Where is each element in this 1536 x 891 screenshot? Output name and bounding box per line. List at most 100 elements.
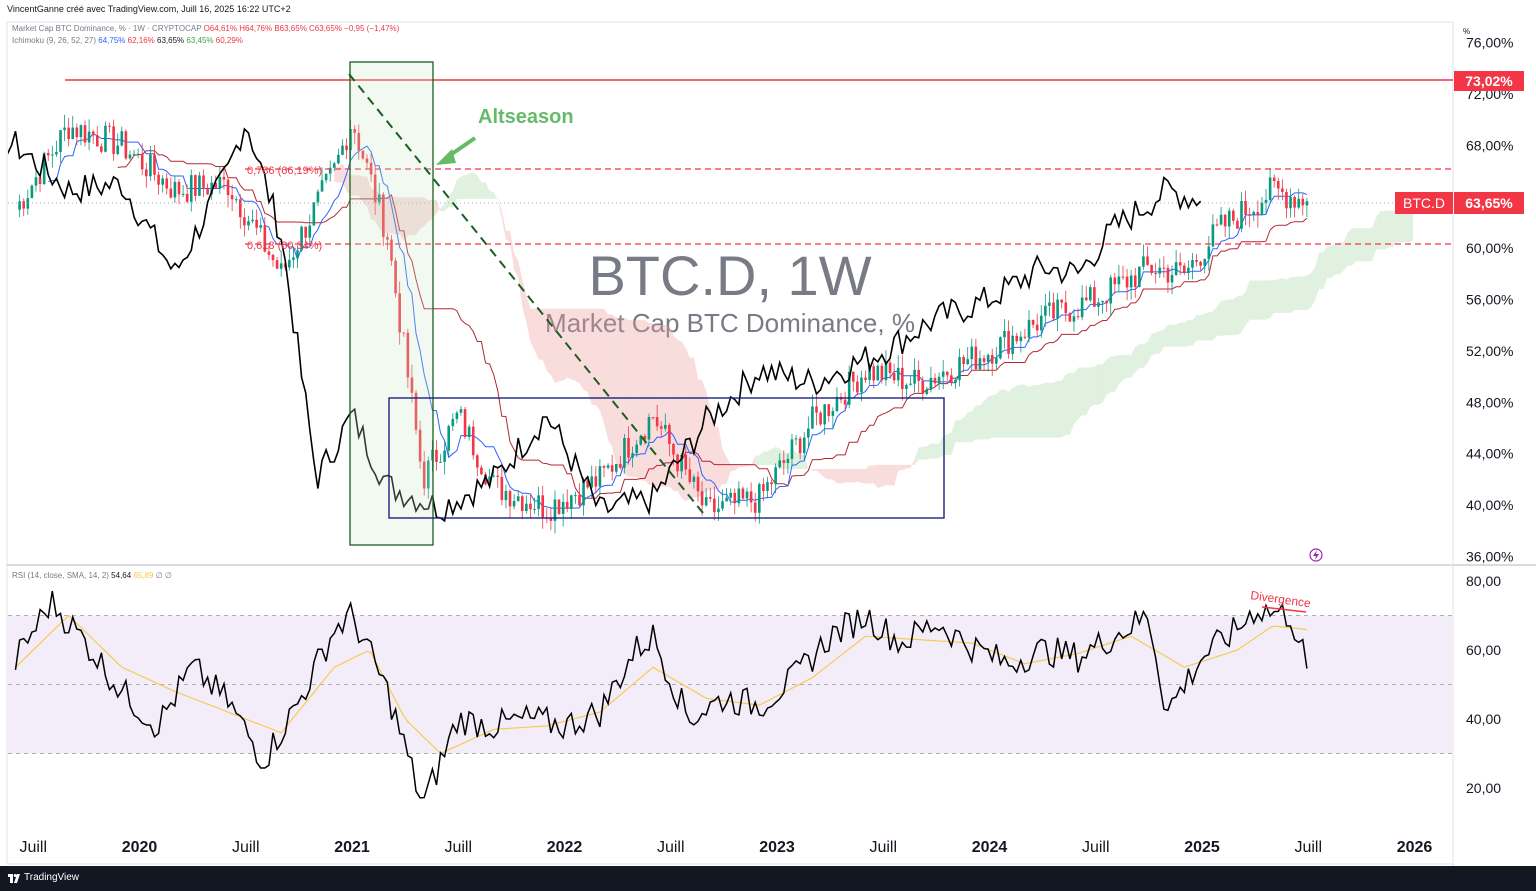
candle-body xyxy=(925,389,929,394)
ichimoku-cloud-segment xyxy=(967,411,972,443)
ichimoku-cloud-segment xyxy=(510,230,515,270)
candle-body xyxy=(1162,267,1166,269)
rsi-legend[interactable]: RSI (14, close, SMA, 14, 2) 54,64 65,89 … xyxy=(12,571,172,580)
ichimoku-cloud-segment xyxy=(420,197,425,229)
ichimoku-cloud-segment xyxy=(873,464,878,488)
altseason-arrow-head xyxy=(436,149,456,165)
ichimoku-cloud-segment xyxy=(898,464,903,471)
candle-body xyxy=(288,259,291,268)
candle-body xyxy=(688,469,692,482)
ichimoku-cloud-segment xyxy=(616,317,621,470)
candle-body xyxy=(95,135,99,147)
candle-body xyxy=(471,426,475,456)
ichimoku-cloud-segment xyxy=(922,446,927,460)
candle-body xyxy=(132,154,136,156)
ichimoku-cloud-segment xyxy=(1266,280,1271,320)
candle-body xyxy=(447,426,451,451)
candle-body xyxy=(46,152,50,156)
candle-body xyxy=(1101,300,1104,303)
ichimoku-cloud-segment xyxy=(591,308,596,406)
candle-body xyxy=(1003,331,1006,338)
ichimoku-cloud-segment xyxy=(653,323,658,487)
ichimoku-legend[interactable]: Ichimoku (9, 26, 52, 27) 64,75% 62,16% 6… xyxy=(12,36,243,45)
ichimoku-cloud-segment xyxy=(988,395,993,440)
altseason-box[interactable] xyxy=(349,61,434,546)
ichimoku-cloud-segment xyxy=(460,175,466,199)
ichimoku-cloud-segment xyxy=(1216,300,1222,336)
ichimoku-cloud-segment xyxy=(1155,331,1160,354)
ichimoku-cloud-segment xyxy=(493,192,498,201)
candle-body xyxy=(185,193,189,202)
ichimoku-cloud-segment xyxy=(759,451,764,466)
main-series-legend[interactable]: Market Cap BTC Dominance, % · 1W · CRYPT… xyxy=(12,24,399,33)
candle-body xyxy=(145,169,148,177)
candle-body xyxy=(500,476,504,501)
rsi-tick-label: 20,00 xyxy=(1466,780,1501,796)
ichimoku-cloud-segment xyxy=(951,420,956,455)
candle-body xyxy=(1084,297,1088,301)
ichimoku-cloud-segment xyxy=(1204,312,1209,341)
candle-body xyxy=(394,260,397,294)
candle-body xyxy=(67,127,70,140)
time-tick-label: 2023 xyxy=(759,839,795,856)
candle-body xyxy=(708,497,712,499)
candle-body xyxy=(892,373,896,381)
ichimoku-cloud-segment xyxy=(1114,354,1119,393)
rsi-axis[interactable]: 20,00 40,00 60,00 80,00 xyxy=(1466,573,1501,796)
ichimoku-cloud-segment xyxy=(1294,276,1299,311)
candle-body xyxy=(995,358,998,364)
candle-body xyxy=(786,458,790,464)
ichimoku-cloud-segment xyxy=(1029,385,1034,438)
candle-body xyxy=(149,154,152,177)
candle-body xyxy=(1097,302,1100,307)
ichimoku-cloud-segment xyxy=(428,200,433,222)
ichimoku-cloud-segment xyxy=(1400,207,1405,243)
candle-body xyxy=(251,219,254,222)
candle-body xyxy=(1117,276,1121,285)
range-box[interactable] xyxy=(388,397,945,519)
candle-body xyxy=(516,496,520,502)
ichimoku-cloud-segment xyxy=(1225,299,1230,336)
time-axis[interactable]: Juill 2020 Juill 2021 Juill 2022 Juill 2023 Juil… xyxy=(19,839,1432,856)
ichimoku-cloud-segment xyxy=(1082,367,1087,416)
ichimoku-cloud-segment xyxy=(865,465,870,484)
time-tick-label: Juill xyxy=(657,839,685,856)
fib-618-label: 0,618 (60,34%) xyxy=(247,240,322,252)
ichimoku-cloud-segment xyxy=(820,468,825,478)
candle-body xyxy=(1236,220,1239,229)
ichimoku-cloud-segment xyxy=(714,426,719,490)
candle-body xyxy=(1174,262,1178,275)
candle-body xyxy=(320,180,324,192)
ichimoku-kijun-value: 62,16% xyxy=(127,36,155,45)
candle-body xyxy=(128,154,132,159)
rsi-tick-label: 60,00 xyxy=(1466,642,1501,658)
lightning-icon[interactable] xyxy=(1309,548,1323,562)
candle-body xyxy=(692,476,696,482)
ichimoku-cloud-segment xyxy=(1212,306,1217,341)
price-axis[interactable]: 36,00% 40,00% 44,00% 48,00% 52,00% 56,00% 60,0… xyxy=(1466,35,1513,565)
candle-body xyxy=(945,371,949,376)
time-tick-label: 2026 xyxy=(1397,839,1433,856)
candle-body xyxy=(766,482,769,492)
candle-body xyxy=(390,239,393,261)
ichimoku-cloud-segment xyxy=(1147,333,1152,364)
ichimoku-cloud-segment xyxy=(1396,207,1401,243)
candle-body xyxy=(811,406,814,429)
ichimoku-cloud-segment xyxy=(546,308,551,375)
ichimoku-cloud-segment xyxy=(1245,280,1250,325)
candle-body xyxy=(541,495,545,518)
candle-body xyxy=(234,199,238,201)
ichimoku-cloud-segment xyxy=(526,295,531,342)
candle-body xyxy=(496,475,500,477)
ichimoku-cloud-segment xyxy=(1110,356,1115,393)
trading-chart[interactable]: BTC.D, 1W Market Cap BTC Dominance, % 0,… xyxy=(0,0,1536,866)
price-tick-label: 76,00% xyxy=(1466,35,1513,51)
ichimoku-cloud-segment xyxy=(1037,384,1042,438)
ichimoku-cloud-segment xyxy=(416,197,421,235)
candle-body xyxy=(267,251,271,255)
ichimoku-cloud-segment xyxy=(1192,314,1197,346)
candle-body xyxy=(1150,264,1153,273)
candle-body xyxy=(361,150,365,159)
downtrend-line[interactable] xyxy=(348,73,708,519)
candle-body xyxy=(623,437,626,468)
